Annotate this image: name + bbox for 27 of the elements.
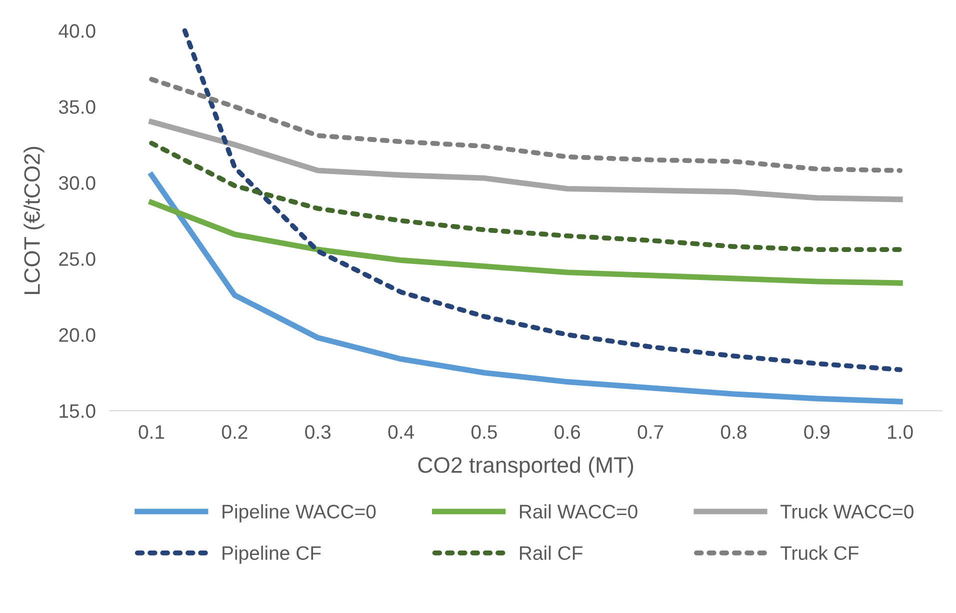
x-tick-label: 0.4 <box>388 425 414 439</box>
legend-label: Pipeline CF <box>222 546 321 564</box>
x-tick-label: 0.9 <box>804 425 830 439</box>
legend-label: Truck WACC=0 <box>780 504 914 519</box>
x-tick-label: 0.1 <box>138 425 164 439</box>
line-series <box>149 140 903 252</box>
x-tick-label: 0.6 <box>554 425 580 439</box>
y-tick-label: 20.0 <box>59 328 96 342</box>
legend-label: Truck CF <box>780 546 858 560</box>
x-tick-label: 0.7 <box>638 425 664 439</box>
y-tick-label: 15.0 <box>60 404 96 418</box>
x-tick-label: 0.5 <box>471 425 497 439</box>
x-tick-label: 0.3 <box>305 425 331 439</box>
x-tick-label: 1.0 <box>888 425 913 439</box>
y-tick-label: 35.0 <box>58 100 96 114</box>
legend-label: Rail WACC=0 <box>520 504 638 519</box>
line-series <box>149 76 903 173</box>
x-tick-label: 0.2 <box>222 425 248 439</box>
legend-label: Pipeline WACC=0 <box>222 504 376 522</box>
y-tick-label: 25.0 <box>59 252 96 266</box>
y-tick-label: 30.0 <box>58 176 96 190</box>
line-series <box>182 28 903 372</box>
y-tick-label: 40.0 <box>58 24 96 38</box>
y-axis-title: LCOT (€/tCO2) <box>24 146 44 294</box>
x-tick-label: 0.8 <box>720 425 746 439</box>
x-axis-title: CO2 transported (MT) <box>418 456 634 478</box>
legend-label: Rail CF <box>520 546 582 560</box>
